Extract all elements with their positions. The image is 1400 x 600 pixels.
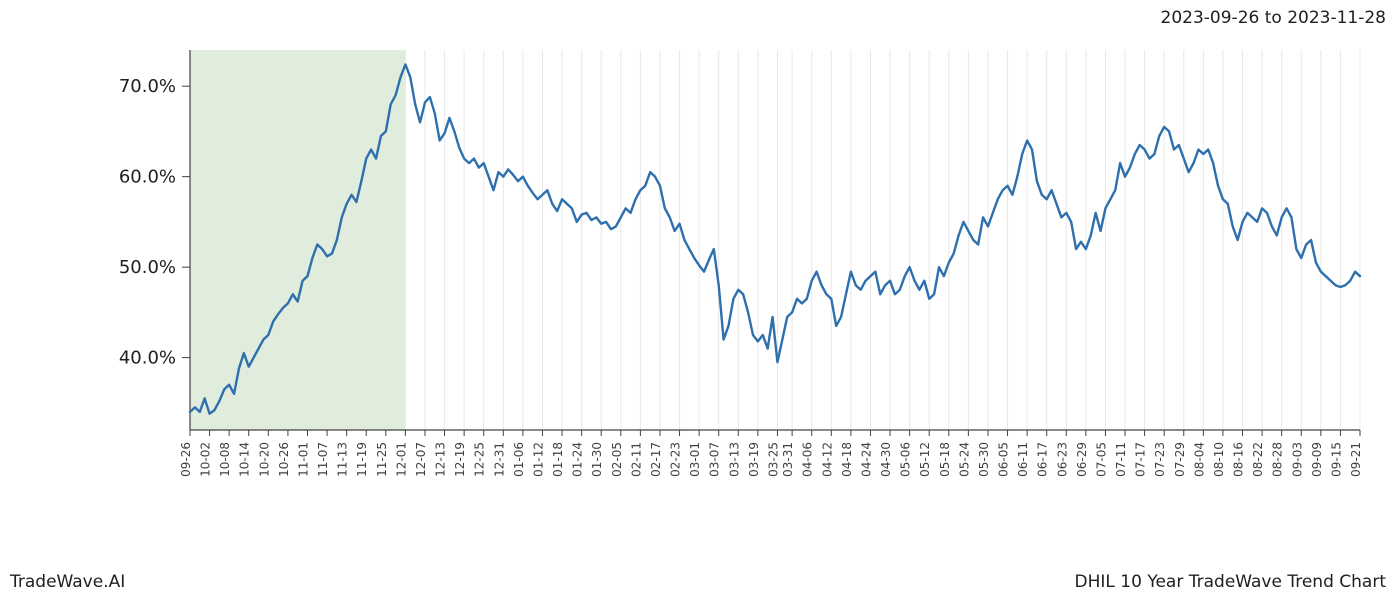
x-tick-label: 12-19: [453, 442, 467, 477]
x-tick-label: 09-09: [1310, 442, 1324, 477]
x-tick-label: 12-25: [473, 442, 487, 477]
x-tick-label: 03-25: [766, 442, 780, 477]
x-tick-label: 03-13: [727, 442, 741, 477]
x-tick-label: 03-07: [708, 442, 722, 477]
x-tick-label: 01-12: [531, 442, 545, 477]
x-tick-label: 04-12: [820, 442, 834, 477]
x-tick-label: 09-26: [179, 442, 193, 477]
x-tick-label: 05-12: [918, 442, 932, 477]
trend-chart: 40.0% 50.0% 60.0% 70.0% 09-26 10-02 10-08 10-14…: [0, 40, 1400, 550]
x-tick-label: 10-26: [277, 442, 291, 477]
y-tick-label: 40.0%: [119, 348, 176, 369]
x-tick-label: 03-31: [781, 442, 795, 477]
x-tick-label: 04-06: [801, 442, 815, 477]
y-tick-label: 70.0%: [119, 76, 176, 97]
x-tick-label: 12-13: [434, 442, 448, 477]
date-range-label: 2023-09-26 to 2023-11-28: [1161, 8, 1386, 28]
x-tick-label: 04-24: [859, 442, 873, 477]
x-tick-label: 04-30: [879, 442, 893, 477]
x-tick-label: 09-15: [1329, 442, 1343, 477]
x-tick-label: 09-03: [1290, 442, 1304, 477]
x-tick-label: 10-08: [218, 442, 232, 477]
x-tick-label: 11-19: [355, 442, 369, 477]
x-tick-label: 08-22: [1251, 442, 1265, 477]
x-tick-label: 06-11: [1016, 442, 1030, 477]
x-tick-label: 08-10: [1212, 442, 1226, 477]
x-tick-label: 02-05: [610, 442, 624, 477]
x-tick-label: 07-11: [1114, 442, 1128, 477]
x-tick-label: 08-28: [1271, 442, 1285, 477]
x-tick-label: 02-23: [669, 442, 683, 477]
x-tick-label: 10-02: [199, 442, 213, 477]
highlight-band: [190, 50, 405, 430]
chart-container: 40.0% 50.0% 60.0% 70.0% 09-26 10-02 10-08 10-14…: [0, 40, 1400, 550]
x-tick-label: 02-17: [649, 442, 663, 477]
x-tick-label: 05-18: [938, 442, 952, 477]
x-tick-label: 03-01: [688, 442, 702, 477]
x-tick-label: 01-06: [512, 442, 526, 477]
x-tick-label: 05-24: [957, 442, 971, 477]
watermark-left: TradeWave.AI: [10, 572, 125, 592]
x-tick-label: 03-19: [747, 442, 761, 477]
x-tick-label: 11-01: [296, 442, 310, 477]
x-tick-label: 09-21: [1349, 442, 1363, 477]
chart-title: DHIL 10 Year TradeWave Trend Chart: [1075, 572, 1386, 592]
x-tick-label: 01-30: [590, 442, 604, 477]
y-tick-label: 60.0%: [119, 167, 176, 188]
x-tick-label: 07-05: [1094, 442, 1108, 477]
x-tick-label: 06-17: [1036, 442, 1050, 477]
x-tick-label: 07-29: [1173, 442, 1187, 477]
x-tick-label: 01-24: [571, 442, 585, 477]
x-tick-label: 12-01: [394, 442, 408, 477]
x-tick-label: 06-05: [997, 442, 1011, 477]
x-tick-label: 06-29: [1075, 442, 1089, 477]
x-tick-label: 12-31: [492, 442, 506, 477]
x-tick-label: 05-30: [977, 442, 991, 477]
x-tick-label: 10-20: [257, 442, 271, 477]
x-tick-label: 05-06: [899, 442, 913, 477]
x-tick-label: 08-16: [1232, 442, 1246, 477]
x-tick-label: 07-17: [1134, 442, 1148, 477]
x-tick-label: 07-23: [1153, 442, 1167, 477]
x-tick-label: 10-14: [238, 442, 252, 477]
x-tick-label: 12-07: [414, 442, 428, 477]
x-tick-label: 11-07: [316, 442, 330, 477]
x-tick-label: 06-23: [1055, 442, 1069, 477]
x-tick-label: 04-18: [840, 442, 854, 477]
x-tick-label: 01-18: [551, 442, 565, 477]
y-tick-label: 50.0%: [119, 257, 176, 278]
x-tick-label: 02-11: [629, 442, 643, 477]
x-tick-label: 11-13: [336, 442, 350, 477]
x-tick-label: 11-25: [375, 442, 389, 477]
x-tick-label: 08-04: [1192, 442, 1206, 477]
